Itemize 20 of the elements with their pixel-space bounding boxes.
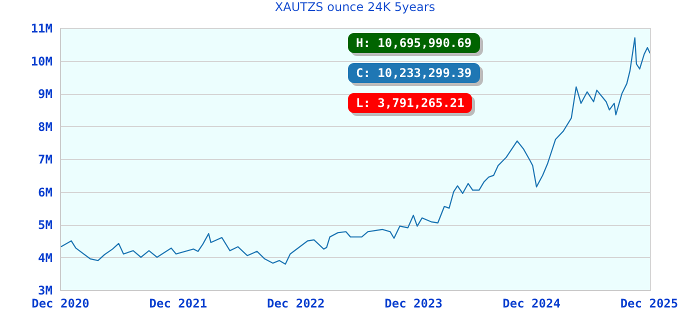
x-tick-label: Dec 2022 (266, 296, 325, 310)
x-tick-label: Dec 2025 (620, 296, 678, 310)
y-tick-label: 6M (38, 185, 52, 200)
y-tick-label: 9M (38, 87, 52, 101)
x-tick-label: Dec 2020 (32, 296, 90, 310)
y-tick-label: 10M (30, 54, 52, 68)
annotation: L: 3,791,265.21 (348, 93, 472, 113)
x-tick-label: Dec 2024 (502, 296, 560, 310)
y-tick-label: 8M (38, 120, 52, 134)
x-tick-label: Dec 2021 (149, 296, 208, 310)
y-tick-label: 4M (38, 250, 52, 265)
annotation: C: 10,233,299.39 (348, 63, 480, 83)
y-tick-label: 7M (38, 152, 52, 166)
y-tick-label: 3M (38, 284, 52, 298)
x-tick-label: Dec 2023 (384, 296, 442, 310)
chart-title: XAUTZS ounce 24K 5years (274, 0, 436, 14)
annotation: H: 10,695,990.69 (348, 33, 480, 53)
line-series (60, 37, 650, 265)
y-tick-label: 11M (30, 22, 52, 36)
y-tick-label: 5M (38, 218, 52, 232)
